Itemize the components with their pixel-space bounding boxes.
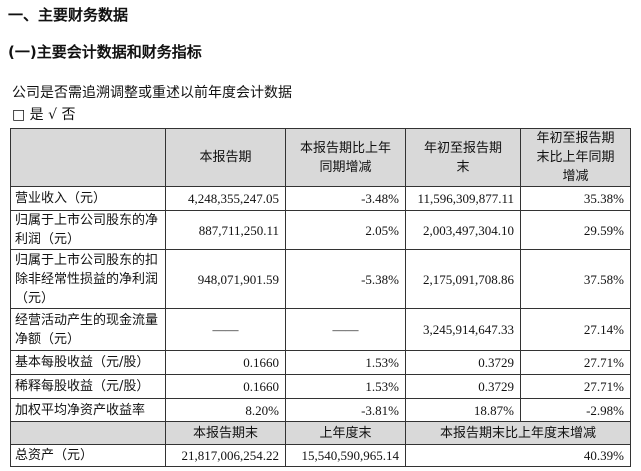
table-row: 经营活动产生的现金流量净额（元） —— —— 3,245,914,647.33 27.1… (10, 308, 631, 351)
header-cell: 本报告期比上年同期增减 (285, 128, 406, 187)
table-row: 营业收入（元） 4,248,355,247.05 -3.48% 11,596,309,… (10, 186, 631, 211)
row-label: 经营活动产生的现金流量净额（元） (10, 308, 166, 351)
header-cell: 年初至报告期末比上年同期增减 (520, 128, 631, 187)
question: 公司是否需追溯调整或重述以前年度会计数据 (12, 85, 292, 101)
cell: 0.1660 (165, 350, 286, 375)
cell: 21,817,006,254.22 (165, 444, 286, 467)
header-cell: 上年度末 (285, 421, 406, 445)
cell: 35.38% (520, 186, 631, 211)
header-cell (10, 128, 166, 187)
table-row: 总资产（元） 21,817,006,254.22 15,540,590,965.14… (10, 444, 631, 467)
header-cell: 本报告期 (165, 128, 286, 187)
table-row: 基本每股收益（元/股） 0.1660 1.53% 0.3729 27.71% (10, 350, 631, 375)
cell: 4,248,355,247.05 (165, 186, 286, 211)
cell: -3.81% (285, 398, 406, 422)
subheading: (一)主要会计数据和财务指标 (8, 43, 202, 61)
cell: 3,245,914,647.33 (405, 308, 521, 351)
cell: 887,711,250.11 (165, 210, 286, 250)
cell: 2,175,091,708.86 (405, 249, 521, 309)
row-label: 稀释每股收益（元/股） (10, 374, 166, 399)
cell: 8.20% (165, 398, 286, 422)
row-label: 归属于上市公司股东的扣除非经常性损益的净利润（元） (10, 249, 166, 309)
header-cell: 年初至报告期末 (405, 128, 521, 187)
cell: 29.59% (520, 210, 631, 250)
cell: 0.3729 (405, 374, 521, 399)
row-label: 基本每股收益（元/股） (10, 350, 166, 375)
cell: —— (285, 308, 406, 351)
cell: 40.39% (405, 444, 631, 467)
row-label: 总资产（元） (10, 444, 166, 467)
cell: 37.58% (520, 249, 631, 309)
cell: 2,003,497,304.10 (405, 210, 521, 250)
header-cell: 本报告期末 (165, 421, 286, 445)
cell: 0.3729 (405, 350, 521, 375)
cell: 27.71% (520, 374, 631, 399)
cell: —— (165, 308, 286, 351)
cell: 11,596,309,877.11 (405, 186, 521, 211)
data-table: 本报告期 本报告期比上年同期增减 年初至报告期末 年初至报告期末比上年同期增减 营业收入… (10, 128, 631, 467)
table-row: 归属于上市公司股东的净利润（元） 887,711,250.11 2.05% 2,003… (10, 210, 631, 250)
cell: 1.53% (285, 350, 406, 375)
cell: 27.14% (520, 308, 631, 351)
header-cell (10, 421, 166, 445)
cell: 15,540,590,965.14 (285, 444, 406, 467)
cell: 1.53% (285, 374, 406, 399)
heading: 一、主要财务数据 (8, 6, 129, 24)
cell: -5.38% (285, 249, 406, 309)
cell: 18.87% (405, 398, 521, 422)
table-body: 本报告期 本报告期比上年同期增减 年初至报告期末 年初至报告期末比上年同期增减 营业收入… (10, 128, 631, 467)
table-row: 加权平均净资产收益率 8.20% -3.81% 18.87% -2.98% (10, 398, 631, 422)
row-label: 加权平均净资产收益率 (10, 398, 166, 422)
row-label: 归属于上市公司股东的净利润（元） (10, 210, 166, 250)
table-row: 稀释每股收益（元/股） 0.1660 1.53% 0.3729 27.71% (10, 374, 631, 399)
cell: -2.98% (520, 398, 631, 422)
cell: 948,071,901.59 (165, 249, 286, 309)
cell: 2.05% (285, 210, 406, 250)
header-cell: 本报告期末比上年度末增减 (405, 421, 631, 445)
cell: -3.48% (285, 186, 406, 211)
row-label: 营业收入（元） (10, 186, 166, 211)
choice: □ 是 √ 否 (12, 107, 76, 123)
cell: 0.1660 (165, 374, 286, 399)
cell: 27.71% (520, 350, 631, 375)
header-row: 本报告期末 上年度末 本报告期末比上年度末增减 (10, 421, 631, 445)
header-row: 本报告期 本报告期比上年同期增减 年初至报告期末 年初至报告期末比上年同期增减 (10, 128, 631, 187)
table-row: 归属于上市公司股东的扣除非经常性损益的净利润（元） 948,071,901.59-… (10, 249, 631, 309)
